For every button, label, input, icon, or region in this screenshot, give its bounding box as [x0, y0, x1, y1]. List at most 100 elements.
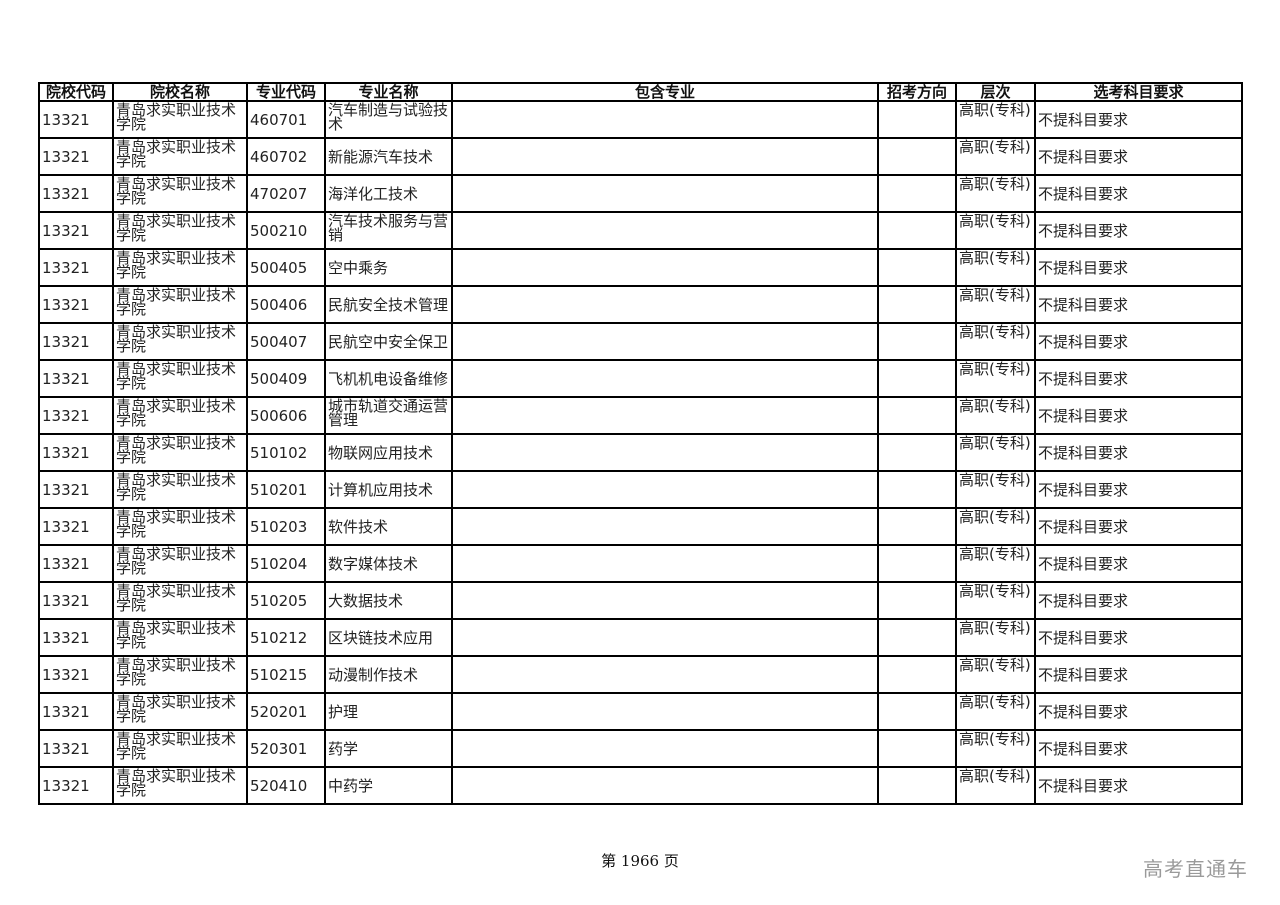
- cell-included: [451, 285, 879, 324]
- cell-school-name: 青岛求实职业技术学院: [112, 100, 248, 139]
- cell-included: [451, 618, 879, 657]
- cell-school-name: 青岛求实职业技术学院: [112, 507, 248, 546]
- cell-school-name: 青岛求实职业技术学院: [112, 581, 248, 620]
- cell-requirement: 不提科目要求: [1034, 470, 1243, 509]
- cell-major-name: 数字媒体技术: [324, 544, 453, 583]
- cell-included: [451, 322, 879, 361]
- cell-level: 高职(专科): [955, 507, 1036, 546]
- cell-school-name: 青岛求实职业技术学院: [112, 470, 248, 509]
- table-row: 13321 青岛求实职业技术学院 500606 城市轨道交通运营管理 高职(专科) 不提科…: [38, 396, 1243, 435]
- cell-direction: [877, 692, 957, 731]
- cell-major-name: 物联网应用技术: [324, 433, 453, 472]
- cell-major-name: 区块链技术应用: [324, 618, 453, 657]
- header-requirement: 选考科目要求: [1034, 82, 1243, 102]
- cell-school-name: 青岛求实职业技术学院: [112, 285, 248, 324]
- cell-major-code: 520410: [246, 766, 326, 805]
- cell-major-name: 计算机应用技术: [324, 470, 453, 509]
- cell-direction: [877, 100, 957, 139]
- header-major-name: 专业名称: [324, 82, 453, 102]
- cell-requirement: 不提科目要求: [1034, 211, 1243, 250]
- cell-major-name: 药学: [324, 729, 453, 768]
- cell-major-code: 520301: [246, 729, 326, 768]
- table-row: 13321 青岛求实职业技术学院 500409 飞机机电设备维修 高职(专科) 不提科目要…: [38, 359, 1243, 398]
- cell-direction: [877, 581, 957, 620]
- cell-school-code: 13321: [38, 322, 114, 361]
- cell-major-code: 510102: [246, 433, 326, 472]
- cell-level: 高职(专科): [955, 359, 1036, 398]
- cell-major-code: 520201: [246, 692, 326, 731]
- cell-major-code: 460701: [246, 100, 326, 139]
- header-row: 院校代码 院校名称 专业代码 专业名称 包含专业 招考方向 层次 选考科目要求: [38, 82, 1243, 102]
- table-row: 13321 青岛求实职业技术学院 500406 民航安全技术管理 高职(专科) 不提科目要…: [38, 285, 1243, 324]
- cell-level: 高职(专科): [955, 581, 1036, 620]
- table-row: 13321 青岛求实职业技术学院 510204 数字媒体技术 高职(专科) 不提科目要求: [38, 544, 1243, 583]
- cell-direction: [877, 618, 957, 657]
- cell-major-code: 510201: [246, 470, 326, 509]
- cell-direction: [877, 211, 957, 250]
- cell-school-code: 13321: [38, 211, 114, 250]
- cell-included: [451, 248, 879, 287]
- cell-direction: [877, 729, 957, 768]
- cell-requirement: 不提科目要求: [1034, 137, 1243, 176]
- cell-level: 高职(专科): [955, 766, 1036, 805]
- cell-school-code: 13321: [38, 470, 114, 509]
- cell-requirement: 不提科目要求: [1034, 729, 1243, 768]
- cell-level: 高职(专科): [955, 544, 1036, 583]
- table-row: 13321 青岛求实职业技术学院 470207 海洋化工技术 高职(专科) 不提科目要求: [38, 174, 1243, 213]
- cell-school-code: 13321: [38, 359, 114, 398]
- table-row: 13321 青岛求实职业技术学院 510215 动漫制作技术 高职(专科) 不提科目要求: [38, 655, 1243, 694]
- cell-requirement: 不提科目要求: [1034, 396, 1243, 435]
- cell-major-code: 500409: [246, 359, 326, 398]
- cell-major-code: 510205: [246, 581, 326, 620]
- cell-requirement: 不提科目要求: [1034, 174, 1243, 213]
- cell-included: [451, 581, 879, 620]
- cell-school-name: 青岛求实职业技术学院: [112, 655, 248, 694]
- cell-included: [451, 211, 879, 250]
- cell-direction: [877, 470, 957, 509]
- cell-major-name: 空中乘务: [324, 248, 453, 287]
- cell-major-name: 飞机机电设备维修: [324, 359, 453, 398]
- cell-requirement: 不提科目要求: [1034, 544, 1243, 583]
- cell-school-code: 13321: [38, 100, 114, 139]
- cell-requirement: 不提科目要求: [1034, 581, 1243, 620]
- cell-major-name: 民航空中安全保卫: [324, 322, 453, 361]
- cell-direction: [877, 248, 957, 287]
- table-row: 13321 青岛求实职业技术学院 510205 大数据技术 高职(专科) 不提科目要求: [38, 581, 1243, 620]
- cell-major-name: 护理: [324, 692, 453, 731]
- cell-level: 高职(专科): [955, 211, 1036, 250]
- cell-requirement: 不提科目要求: [1034, 433, 1243, 472]
- cell-school-name: 青岛求实职业技术学院: [112, 248, 248, 287]
- cell-major-code: 510204: [246, 544, 326, 583]
- cell-level: 高职(专科): [955, 322, 1036, 361]
- table-row: 13321 青岛求实职业技术学院 510212 区块链技术应用 高职(专科) 不提科目要求: [38, 618, 1243, 657]
- cell-included: [451, 544, 879, 583]
- cell-school-code: 13321: [38, 396, 114, 435]
- cell-included: [451, 766, 879, 805]
- cell-level: 高职(专科): [955, 396, 1036, 435]
- cell-school-name: 青岛求实职业技术学院: [112, 322, 248, 361]
- cell-school-name: 青岛求实职业技术学院: [112, 618, 248, 657]
- table-row: 13321 青岛求实职业技术学院 500405 空中乘务 高职(专科) 不提科目要求: [38, 248, 1243, 287]
- table-row: 13321 青岛求实职业技术学院 460701 汽车制造与试验技术 高职(专科) 不提科目…: [38, 100, 1243, 139]
- cell-school-code: 13321: [38, 507, 114, 546]
- cell-included: [451, 655, 879, 694]
- cell-direction: [877, 285, 957, 324]
- cell-level: 高职(专科): [955, 729, 1036, 768]
- cell-direction: [877, 396, 957, 435]
- cell-requirement: 不提科目要求: [1034, 766, 1243, 805]
- cell-major-code: 500210: [246, 211, 326, 250]
- cell-included: [451, 137, 879, 176]
- cell-school-code: 13321: [38, 433, 114, 472]
- cell-major-code: 470207: [246, 174, 326, 213]
- cell-school-code: 13321: [38, 248, 114, 287]
- cell-requirement: 不提科目要求: [1034, 618, 1243, 657]
- table-row: 13321 青岛求实职业技术学院 500210 汽车技术服务与营销 高职(专科) 不提科目…: [38, 211, 1243, 250]
- cell-school-name: 青岛求实职业技术学院: [112, 729, 248, 768]
- table-row: 13321 青岛求实职业技术学院 510203 软件技术 高职(专科) 不提科目要求: [38, 507, 1243, 546]
- watermark: 高考直通车: [1143, 857, 1248, 881]
- cell-school-name: 青岛求实职业技术学院: [112, 211, 248, 250]
- cell-included: [451, 470, 879, 509]
- cell-school-name: 青岛求实职业技术学院: [112, 396, 248, 435]
- cell-included: [451, 174, 879, 213]
- cell-major-code: 500405: [246, 248, 326, 287]
